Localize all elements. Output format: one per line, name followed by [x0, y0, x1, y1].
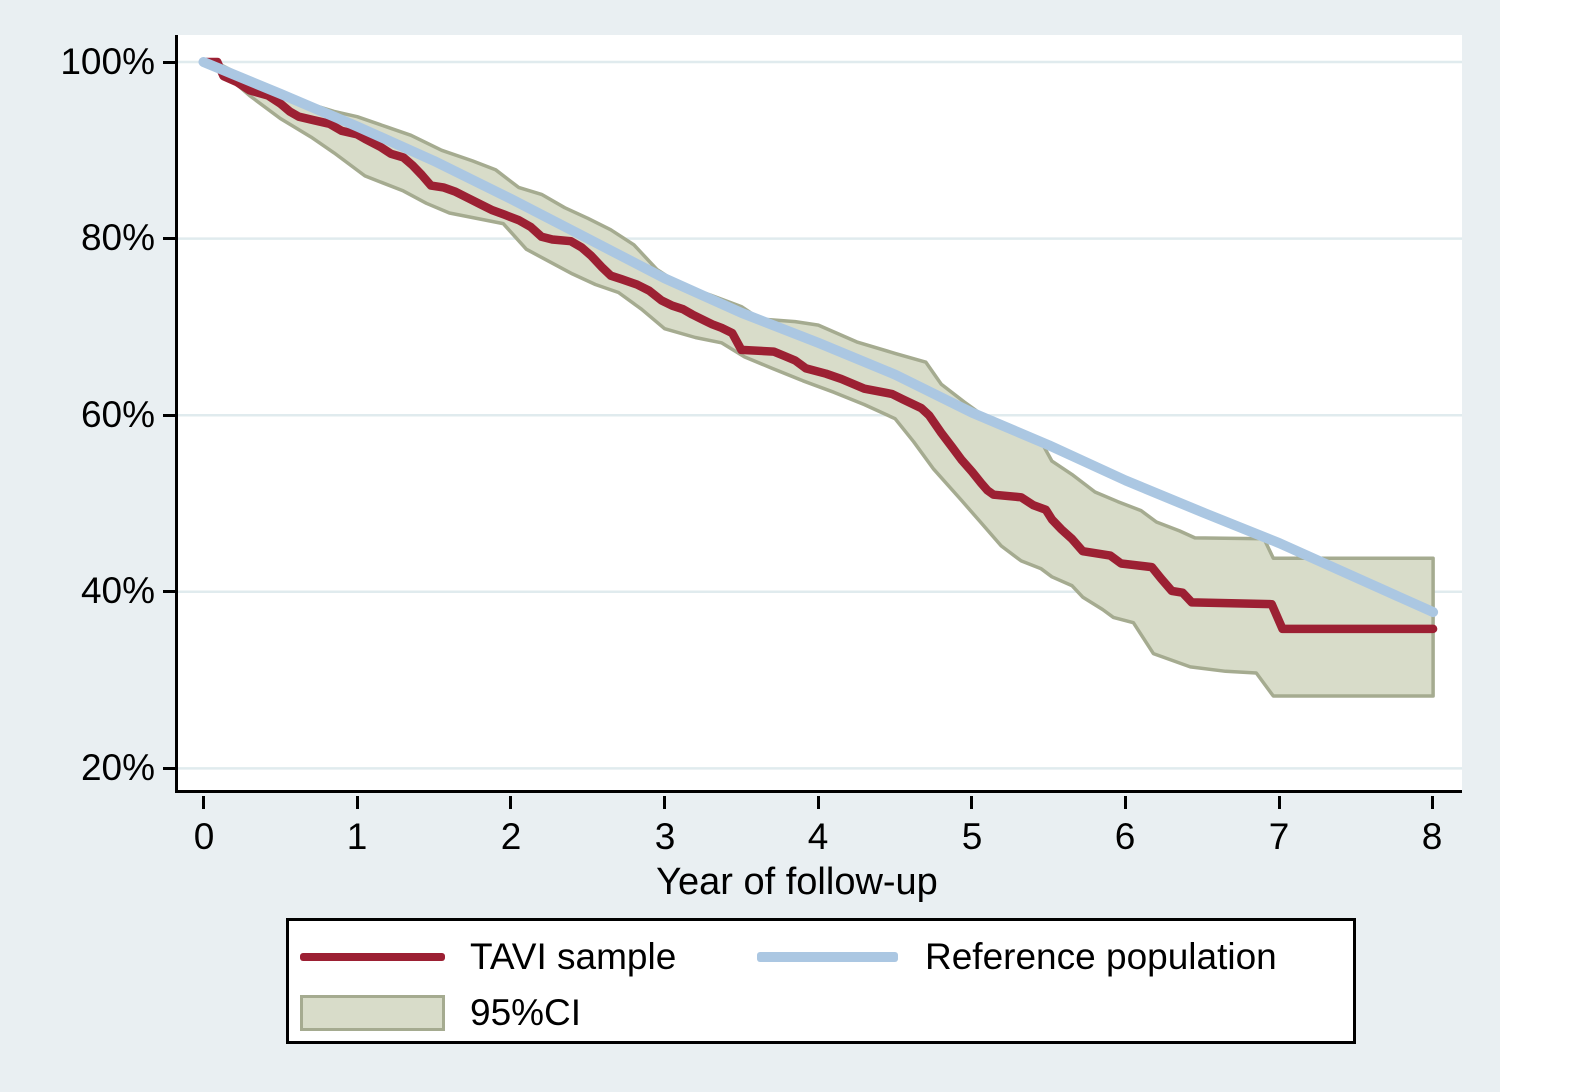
x-tick-label-7: 7 — [1268, 816, 1290, 857]
x-tick-8 — [1431, 796, 1434, 809]
y-tick-20 — [163, 767, 178, 770]
y-tick-label-100: 100% — [60, 41, 155, 82]
y-tick-label-60: 60% — [80, 394, 155, 435]
legend-label-reference-population: Reference population — [925, 936, 1277, 977]
x-tick-4 — [817, 796, 820, 809]
x-tick-label-5: 5 — [961, 816, 983, 857]
legend-label-ci: 95%CI — [470, 992, 582, 1033]
x-tick-7 — [1278, 796, 1281, 809]
y-tick-40 — [163, 590, 178, 593]
x-tick-label-4: 4 — [807, 816, 829, 857]
x-tick-label-3: 3 — [654, 816, 676, 857]
x-tick-1 — [356, 796, 359, 809]
x-tick-2 — [509, 796, 512, 809]
reference-population-line-swatch — [757, 952, 898, 962]
y-tick-80 — [163, 237, 178, 240]
legend-label-tavi-sample: TAVI sample — [470, 936, 677, 977]
y-tick-label-20: 20% — [80, 747, 155, 788]
y-tick-60 — [163, 413, 178, 417]
y-tick-label-40: 40% — [80, 570, 155, 611]
tavi-sample-line — [199, 57, 1438, 634]
x-tick-6 — [1124, 796, 1127, 809]
survival-chart — [178, 57, 1462, 770]
x-tick-label-1: 1 — [346, 816, 368, 857]
tavi-sample-line-swatch — [300, 953, 445, 961]
x-tick-0 — [202, 796, 205, 809]
x-axis-title: Year of follow-up — [656, 861, 938, 903]
x-tick-label-8: 8 — [1421, 816, 1443, 857]
y-tick-label-80: 80% — [80, 217, 155, 258]
x-tick-3 — [663, 796, 666, 809]
legend-box: TAVI sample Reference population 95%CI — [286, 918, 1356, 1044]
y-tick-100 — [163, 60, 178, 64]
reference-population-line — [198, 57, 1439, 618]
x-tick-label-2: 2 — [500, 816, 522, 857]
figure-canvas: 100% 80% 60% 40% 20% 0 1 2 3 4 5 6 7 8 Y… — [0, 0, 1500, 1092]
x-tick-label-6: 6 — [1114, 816, 1136, 857]
ci-area-swatch — [300, 995, 445, 1031]
x-tick-label-0: 0 — [193, 816, 215, 857]
x-tick-5 — [970, 796, 973, 809]
plot-area — [175, 35, 1462, 793]
